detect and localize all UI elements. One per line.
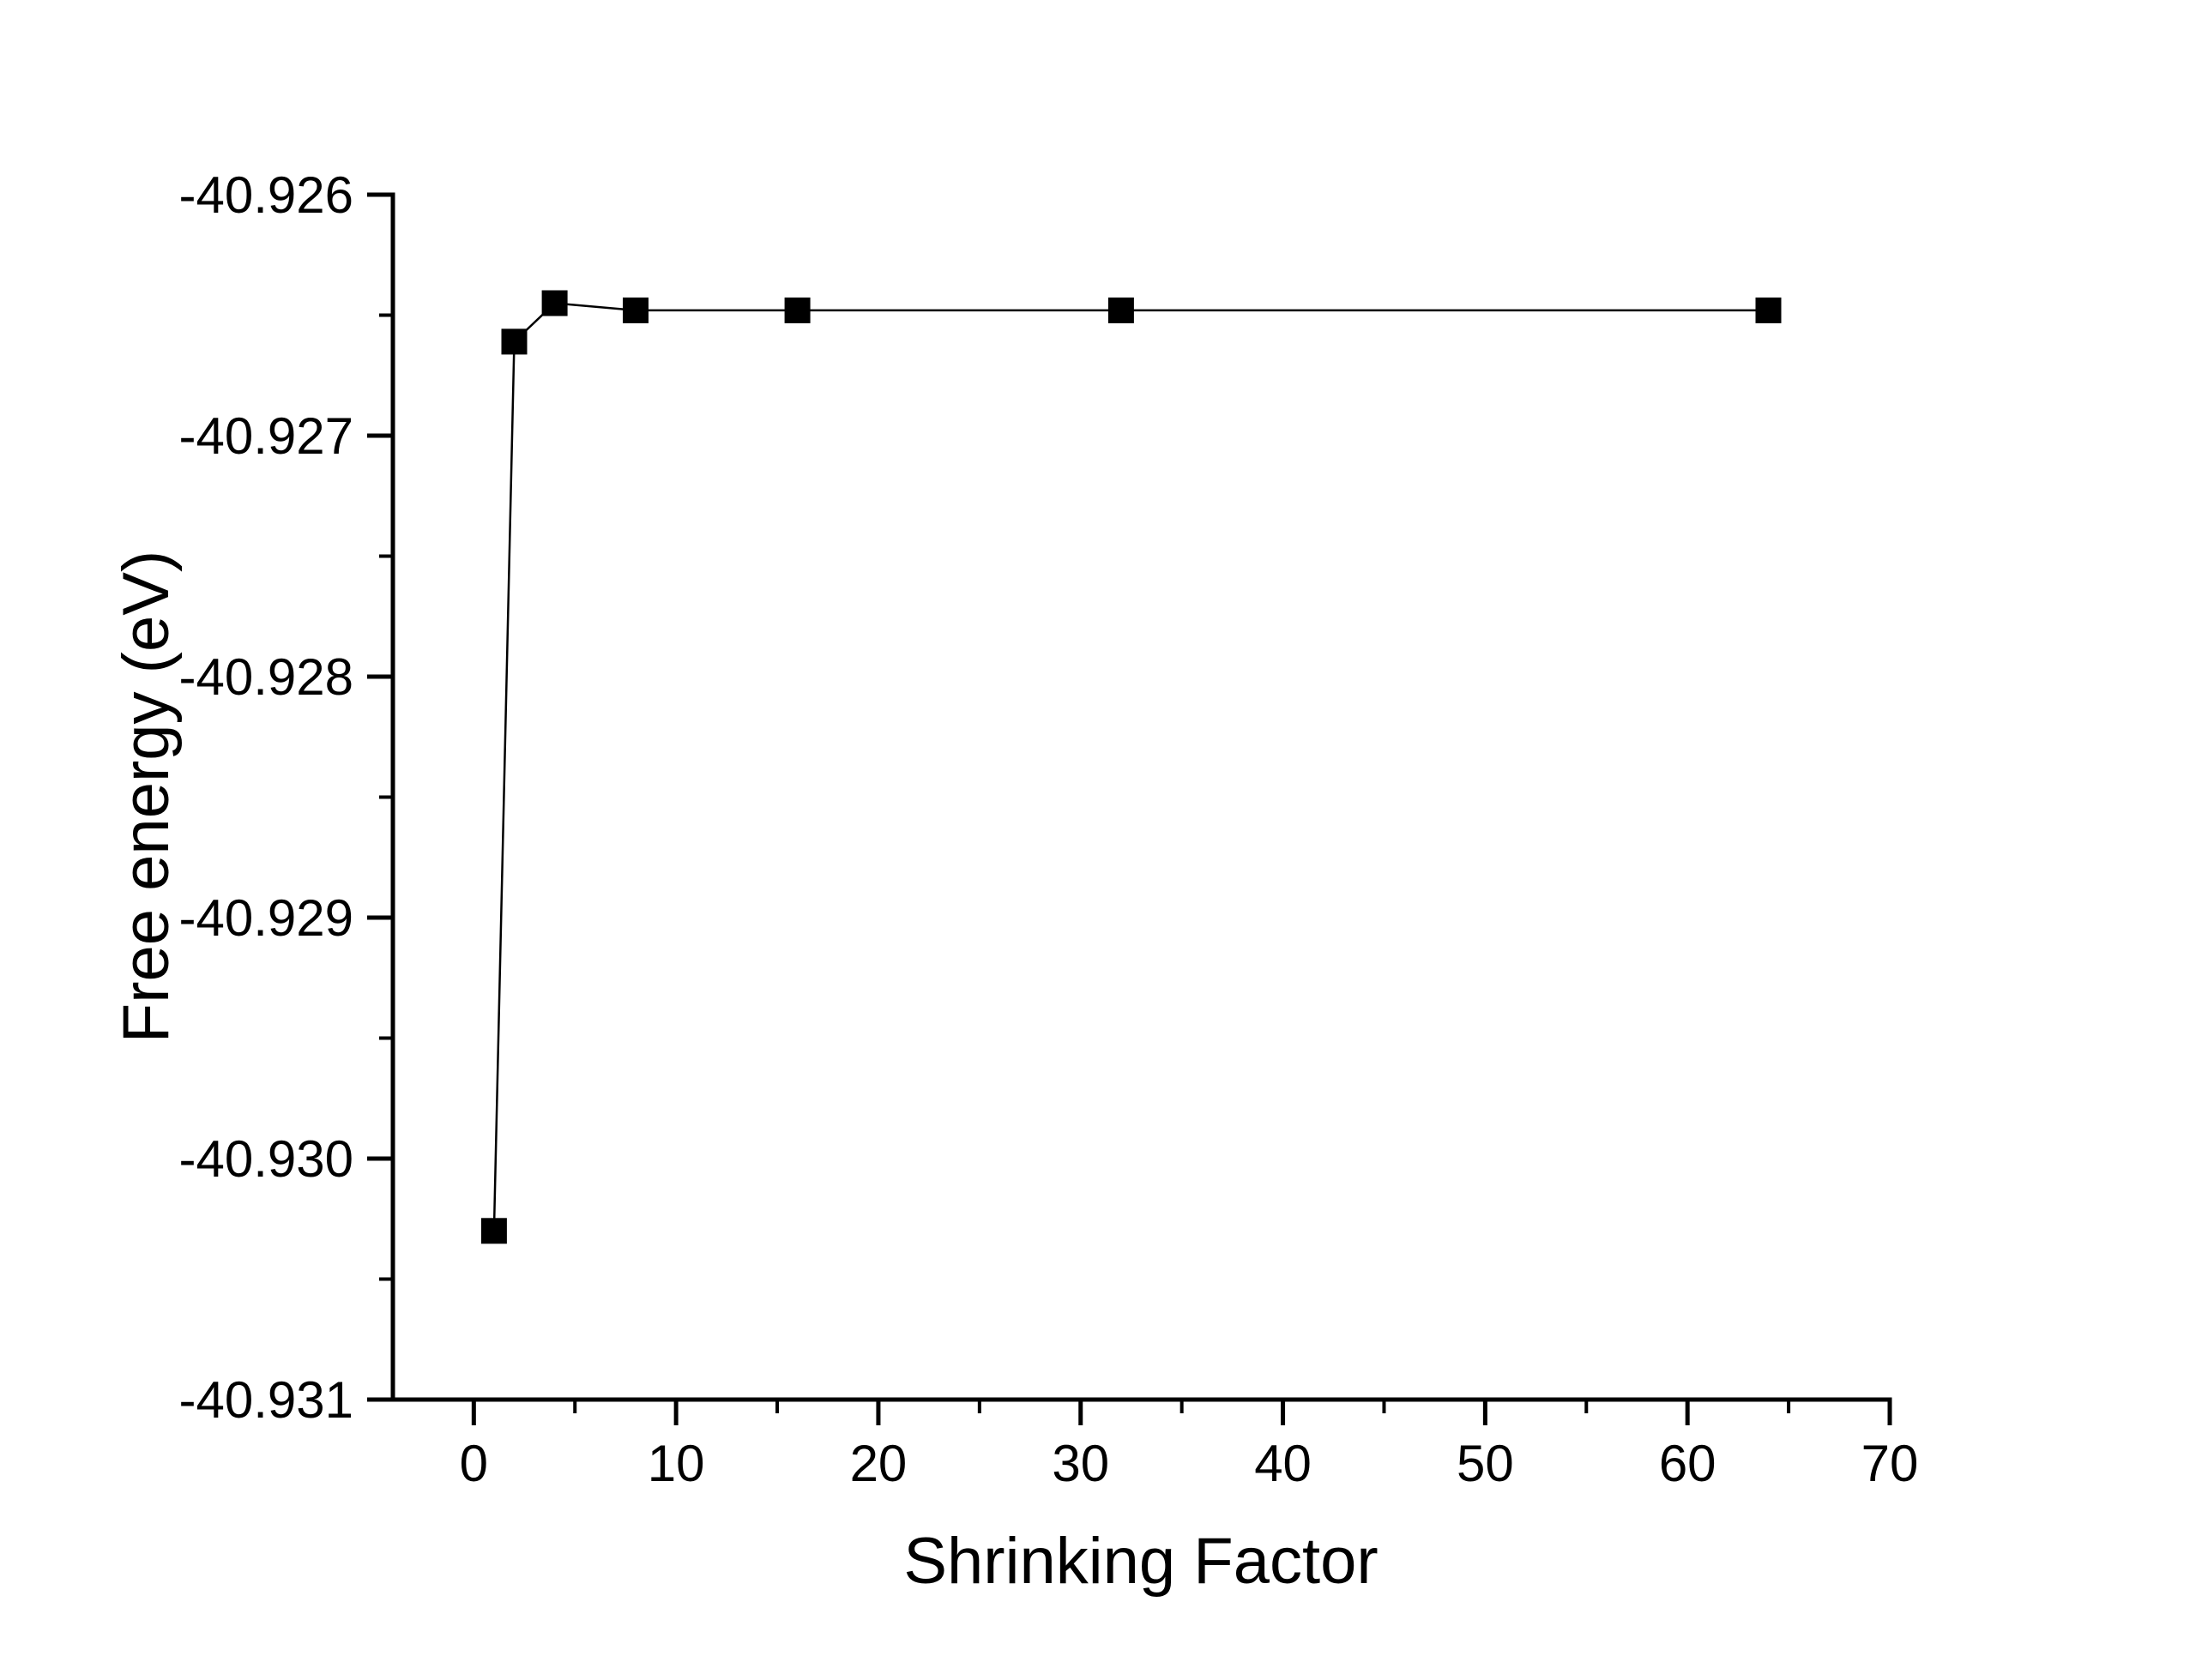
x-tick-label: 20 bbox=[850, 1435, 908, 1492]
x-tick-label: 50 bbox=[1457, 1435, 1514, 1492]
data-point-marker bbox=[1107, 297, 1134, 323]
y-axis-tick-labels: -40.926 -40.927 -40.928 -40.929 -40.930 -40.9… bbox=[179, 166, 354, 1429]
data-point-marker bbox=[541, 290, 568, 316]
y-tick-label: -40.927 bbox=[179, 407, 354, 465]
data-point-marker bbox=[623, 297, 649, 323]
x-tick-label: 10 bbox=[648, 1435, 705, 1492]
series-line bbox=[492, 302, 1769, 1231]
y-axis-ticks bbox=[367, 192, 393, 1402]
x-tick-label: 60 bbox=[1659, 1435, 1716, 1492]
x-tick-label: 40 bbox=[1254, 1435, 1312, 1492]
data-point-marker bbox=[1755, 297, 1782, 323]
y-tick-label: -40.929 bbox=[179, 889, 354, 947]
x-axis-ticks bbox=[471, 1400, 1892, 1425]
y-tick-label: -40.930 bbox=[179, 1130, 354, 1188]
data-series bbox=[480, 290, 1782, 1244]
y-tick-label: -40.926 bbox=[179, 166, 354, 224]
data-point-marker bbox=[784, 297, 811, 323]
y-tick-label: -40.931 bbox=[179, 1371, 354, 1429]
x-axis-title: Shrinking Factor bbox=[903, 1525, 1378, 1598]
y-tick-label: -40.928 bbox=[179, 648, 354, 706]
x-axis-tick-labels: 0 10 20 30 40 50 60 70 bbox=[460, 1435, 1919, 1492]
data-point-marker bbox=[501, 328, 528, 355]
data-point-marker bbox=[480, 1218, 507, 1244]
y-axis-title: Free energy (eV) bbox=[110, 551, 183, 1043]
axis-spines bbox=[390, 192, 1892, 1402]
x-tick-label: 70 bbox=[1861, 1435, 1919, 1492]
x-tick-label: 0 bbox=[460, 1435, 488, 1492]
x-tick-label: 30 bbox=[1052, 1435, 1109, 1492]
